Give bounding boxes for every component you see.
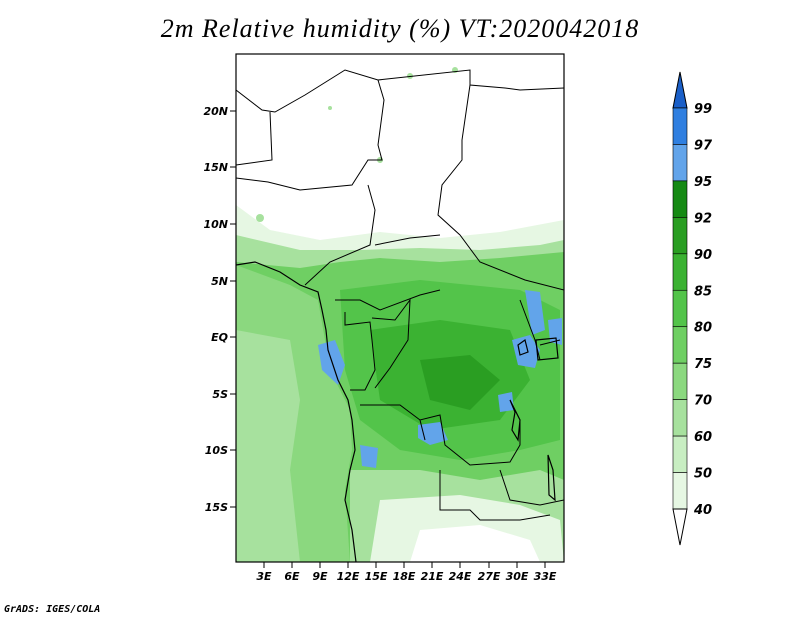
lon-label: 6E	[284, 570, 300, 583]
colorbar-segment	[672, 107, 688, 145]
colorbar-segment	[672, 289, 688, 328]
colorbar-segment	[672, 144, 688, 182]
colorbar-segment	[672, 180, 688, 218]
colorbar-segment	[672, 435, 688, 473]
colorbar-segment	[672, 217, 688, 255]
lake-tanganyika	[509, 399, 521, 442]
colorbar-label: 95	[694, 175, 712, 190]
colorbar-segment	[672, 326, 688, 364]
lat-label: 10N	[203, 218, 228, 231]
credit-text: GrADS: IGES/COLA	[4, 604, 101, 615]
lat-label: 20N	[203, 105, 228, 118]
colorbar-segment	[672, 362, 688, 400]
lon-label: 30E	[506, 570, 529, 583]
colorbar-label: 92	[694, 211, 712, 226]
lon-axis: 3E 6E 9E 12E 15E 18E 21E 24E 27E 30E 33E	[256, 562, 557, 583]
colorbar-label: 85	[694, 284, 712, 299]
colorbar-label: 90	[694, 248, 712, 263]
lake-malawi	[547, 454, 556, 502]
colorbar-top-arrow	[672, 71, 688, 109]
lon-label: 27E	[478, 570, 501, 583]
lat-axis: 20N 15N 10N 5N EQ 5S 10S 15S	[203, 105, 236, 514]
colorbar: 99 97 95 92 90 85 80 75 70 60 50 40	[672, 71, 713, 546]
lon-label: 24E	[449, 570, 472, 583]
colorbar-label: 75	[694, 357, 712, 372]
humidity-field	[236, 54, 564, 562]
lat-label: EQ	[211, 331, 228, 344]
colorbar-label: 99	[694, 102, 712, 117]
lat-label: 10S	[205, 444, 228, 457]
colorbar-label: 97	[694, 138, 713, 153]
lat-label: 5N	[211, 275, 228, 288]
lat-label: 15N	[203, 161, 228, 174]
lake-victoria	[535, 337, 559, 361]
lat-label: 15S	[205, 501, 228, 514]
map-frame	[235, 53, 565, 563]
colorbar-label: 60	[694, 430, 712, 445]
colorbar-label: 50	[694, 467, 712, 482]
lon-label: 3E	[256, 570, 272, 583]
colorbar-segment	[672, 253, 688, 291]
colorbar-segment	[672, 472, 688, 510]
country-borders	[236, 69, 564, 521]
lon-label: 9E	[312, 570, 328, 583]
lon-label: 21E	[421, 570, 444, 583]
lon-label: 18E	[393, 570, 416, 583]
coastline	[236, 261, 357, 562]
colorbar-label: 80	[694, 321, 712, 336]
lon-label: 12E	[337, 570, 360, 583]
colorbar-segment	[672, 399, 688, 437]
map-title: 2m Relative humidity (%) VT:2020042018	[160, 14, 640, 43]
colorbar-label: 70	[694, 394, 712, 409]
lon-label: 15E	[365, 570, 388, 583]
colorbar-label: 40	[693, 503, 712, 518]
lake-kivu	[517, 338, 529, 356]
lat-label: 5S	[212, 388, 228, 401]
colorbar-bottom-arrow	[672, 508, 688, 546]
lon-label: 33E	[534, 570, 557, 583]
